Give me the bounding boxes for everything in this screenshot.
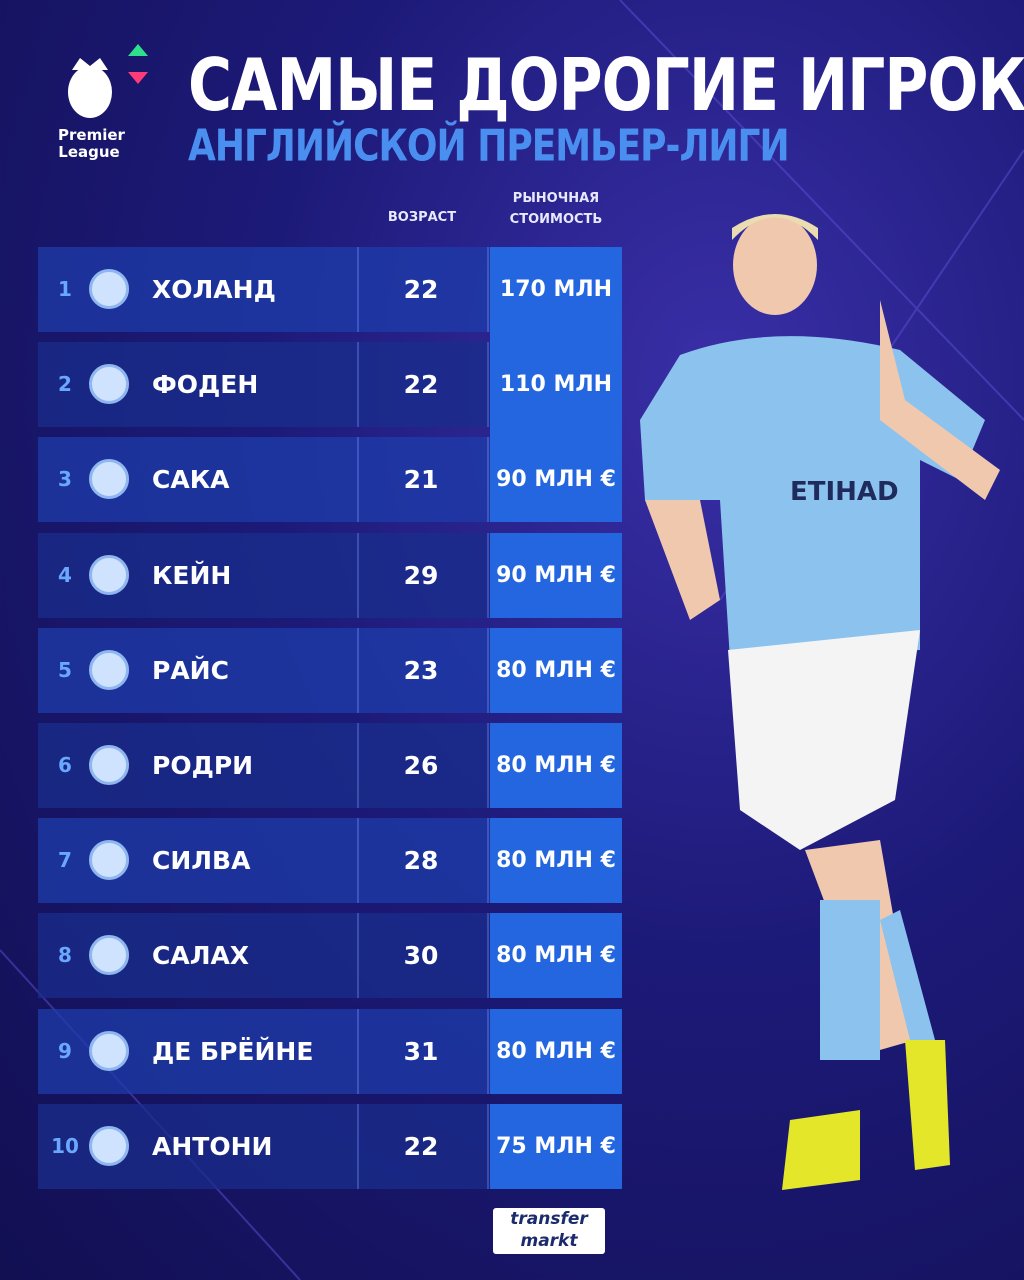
player-name: КЕЙН	[152, 560, 232, 590]
player-name: САКА	[152, 465, 230, 495]
column-header: РЫНОЧНАЯ СТОИМОСТЬ	[509, 191, 603, 227]
rank: 6	[58, 753, 72, 777]
shirt-sponsor: ETIHAD	[790, 477, 899, 507]
age: 30	[403, 941, 439, 971]
brand-text: transfer	[510, 1209, 588, 1229]
club-badge	[89, 554, 129, 595]
market-value: 80 МЛН €	[490, 1008, 622, 1094]
separator	[487, 247, 489, 332]
separator	[357, 247, 359, 332]
separator	[357, 532, 359, 618]
rank: 7	[58, 848, 72, 873]
player-name: СИЛВА	[152, 846, 251, 876]
market-value: 90 МЛН €	[490, 437, 622, 523]
separator	[487, 818, 489, 904]
separator	[357, 342, 359, 428]
rank: 5	[58, 657, 72, 682]
club-badge	[89, 1030, 129, 1071]
club-badge	[89, 840, 129, 881]
market-value: 80 МЛН €	[490, 913, 622, 999]
age: 26	[403, 751, 439, 780]
player-name: ХОЛАНД	[152, 275, 276, 304]
age: 22	[403, 275, 439, 304]
brand-logo: transfer markt	[493, 1208, 605, 1254]
club-badge	[89, 1125, 129, 1166]
logo-text: Premier	[58, 126, 125, 144]
player-name: ФОДЕН	[152, 370, 259, 400]
club-badge	[89, 745, 129, 785]
rank: 1	[58, 277, 72, 301]
rank: 8	[58, 943, 72, 968]
separator	[357, 1008, 359, 1094]
logo-text: League	[58, 143, 120, 161]
rank: 10	[51, 1133, 79, 1158]
separator	[357, 723, 359, 808]
player-name: РАЙС	[152, 655, 229, 685]
market-value: 75 МЛН €	[490, 1103, 622, 1189]
age: 23	[403, 655, 439, 685]
separator	[487, 913, 489, 999]
player-name: АНТОНИ	[152, 1131, 273, 1161]
market-value: 80 МЛН €	[490, 723, 622, 808]
player-name: РОДРИ	[152, 751, 254, 780]
rank: 4	[58, 562, 72, 587]
separator	[487, 437, 489, 523]
age: 22	[403, 370, 439, 400]
separator	[487, 342, 489, 428]
separator	[357, 1103, 359, 1189]
rank: 2	[58, 372, 72, 397]
column-header: ВОЗРАСТ	[387, 210, 457, 225]
brand-text: markt	[520, 1231, 578, 1251]
rank: 3	[58, 467, 72, 492]
age: 28	[403, 846, 439, 876]
club-badge	[89, 649, 129, 690]
age: 29	[403, 560, 439, 590]
separator	[487, 1103, 489, 1189]
separator	[357, 437, 359, 523]
club-badge	[89, 269, 129, 309]
market-value: 90 МЛН €	[490, 532, 622, 618]
club-badge	[89, 459, 129, 500]
market-value: 80 МЛН €	[490, 627, 622, 713]
title: САМЫЕ ДОРОГИЕ ИГРОКИ	[188, 44, 1024, 128]
rank: 9	[58, 1038, 72, 1063]
separator	[487, 723, 489, 808]
separator	[487, 532, 489, 618]
separator	[357, 627, 359, 713]
separator	[357, 818, 359, 904]
player-name: ДЕ БРЁЙНЕ	[152, 1036, 314, 1066]
club-badge	[89, 935, 129, 976]
market-value: 80 МЛН €	[490, 818, 622, 904]
club-badge	[89, 364, 129, 405]
player-name: САЛАХ	[152, 941, 250, 971]
separator	[357, 913, 359, 999]
separator	[487, 1008, 489, 1094]
separator	[487, 627, 489, 713]
age: 21	[403, 465, 439, 495]
subtitle: АНГЛИЙСКОЙ ПРЕМЬЕР-ЛИГИ	[188, 122, 790, 172]
age: 22	[403, 1131, 439, 1161]
age: 31	[403, 1036, 439, 1066]
